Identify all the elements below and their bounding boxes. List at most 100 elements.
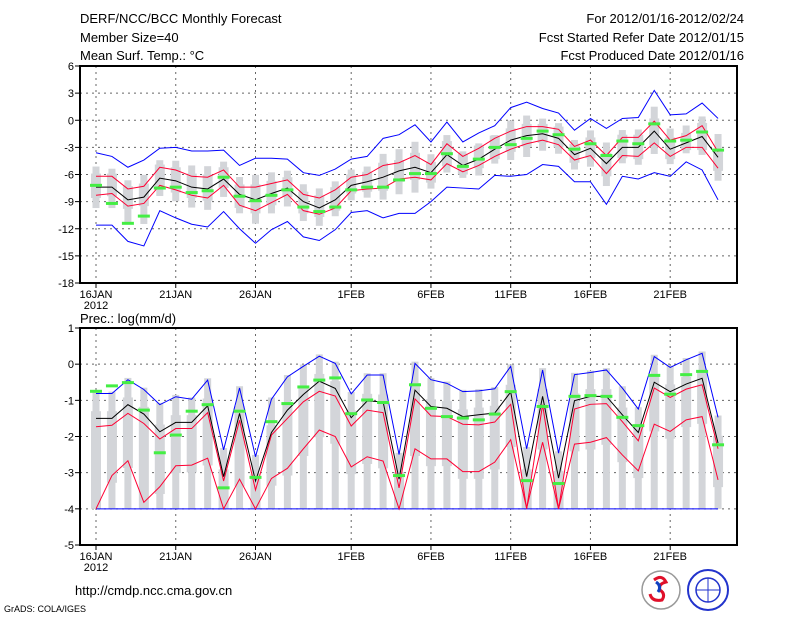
observed-mark	[297, 205, 310, 209]
observed-mark	[504, 390, 517, 394]
plot-frame	[79, 65, 738, 284]
ensemble-min-line	[96, 161, 719, 247]
observed-mark	[520, 136, 533, 140]
x-tick-label: 1FEB	[337, 289, 365, 301]
ensemble-box	[569, 393, 580, 452]
ensemble-box	[617, 407, 628, 463]
y-tick-label: 1	[68, 323, 74, 335]
x-tick-label: 11FEB	[494, 551, 527, 563]
ensemble-box	[138, 406, 149, 509]
observed-mark	[249, 199, 262, 203]
ensemble-box	[346, 410, 357, 475]
observed-mark	[169, 185, 182, 189]
observed-mark	[520, 479, 533, 483]
ensemble-box	[681, 376, 692, 428]
ensemble-box	[473, 145, 484, 169]
ensemble-box	[473, 407, 484, 479]
y-tick-label: 0	[68, 115, 74, 127]
x-tick-label: 21FEB	[653, 551, 687, 563]
observed-mark	[456, 164, 469, 168]
y-tick-label: 3	[68, 88, 74, 100]
ensemble-box	[601, 389, 612, 445]
observed-mark	[185, 191, 198, 195]
ensemble-box	[425, 399, 436, 467]
ensemble-box	[457, 409, 468, 479]
ensemble-box	[91, 411, 101, 509]
observed-mark	[424, 172, 437, 176]
observed-mark	[281, 188, 294, 192]
observed-mark	[169, 433, 182, 437]
lower-spread-line	[95, 416, 719, 511]
observed-mark	[329, 376, 342, 380]
observed-mark	[552, 482, 565, 486]
produced-date: Fcst Produced Date 2012/01/16	[560, 48, 744, 63]
observed-mark	[153, 186, 166, 190]
ensemble-box	[282, 402, 293, 476]
x-tick-label: 21JAN	[159, 551, 192, 563]
observed-mark	[584, 394, 597, 398]
ensemble-box	[154, 424, 165, 495]
x-tick-label: 21JAN	[159, 289, 192, 301]
x-tick-label: 16FEB	[574, 551, 608, 563]
y-tick-label: -6	[64, 170, 74, 182]
ensemble-box	[298, 387, 309, 457]
ensemble-box	[314, 195, 325, 217]
observed-mark	[121, 221, 134, 225]
observed-mark	[456, 416, 469, 420]
observed-mark	[504, 143, 517, 147]
variable-label: Mean Surf. Temp.: °C	[80, 48, 205, 63]
observed-mark	[632, 424, 645, 428]
y-tick-label: -4	[64, 504, 74, 516]
ensemble-box	[170, 415, 181, 474]
ensemble-box	[585, 389, 596, 450]
ensemble-box	[601, 152, 612, 177]
ensemble-box	[489, 405, 500, 470]
observed-mark	[361, 185, 374, 189]
observed-mark	[345, 188, 358, 192]
x-tick-label: 6FEB	[417, 551, 445, 563]
x-tick-label: 11FEB	[494, 289, 527, 301]
ensemble-box	[441, 401, 452, 467]
x-tick-year: 2012	[84, 300, 108, 312]
observed-mark	[488, 145, 501, 149]
ensemble-box	[665, 384, 676, 439]
ensemble-box	[186, 415, 197, 473]
observed-mark	[393, 474, 406, 478]
forecast-period: For 2012/01/16-2012/02/24	[586, 11, 744, 26]
observed-mark	[137, 214, 150, 218]
observed-mark	[281, 402, 294, 406]
ensemble-box	[713, 149, 724, 171]
y-tick-label: -9	[64, 197, 74, 209]
observed-mark	[249, 475, 262, 479]
observed-mark	[664, 392, 677, 396]
ensemble-mean-line	[96, 130, 719, 209]
ensemble-box	[122, 397, 133, 468]
observed-mark	[680, 373, 693, 377]
ensemble-box	[202, 398, 213, 466]
observed-mark	[217, 175, 230, 179]
ensemble-box	[410, 382, 420, 457]
ensemble-box	[713, 435, 724, 488]
x-tick-label: 21FEB	[653, 289, 687, 301]
ensemble-box	[410, 152, 420, 180]
ensemble-max-line	[95, 89, 719, 176]
observed-mark	[393, 178, 406, 182]
ensemble-whisker	[682, 358, 690, 509]
observed-mark	[712, 148, 725, 152]
observed-mark	[536, 129, 549, 133]
precip-panel-title: Prec.: log(mm/d)	[80, 311, 177, 326]
upper-spread-line	[96, 120, 719, 199]
source-url[interactable]: http://cmdp.ncc.cma.gov.cn	[75, 583, 233, 598]
y-tick-label: -15	[58, 251, 74, 263]
ensemble-box	[250, 184, 261, 214]
y-tick-label: -2	[64, 432, 74, 444]
observed-mark	[712, 443, 725, 447]
ensemble-box	[314, 373, 325, 438]
observed-mark	[313, 378, 326, 382]
ensemble-box	[505, 384, 516, 447]
x-tick-label: 16FEB	[574, 289, 608, 301]
observed-mark	[648, 373, 661, 377]
observed-mark	[600, 154, 613, 158]
x-tick-label: 26JAN	[239, 289, 272, 301]
ensemble-box	[202, 174, 213, 201]
